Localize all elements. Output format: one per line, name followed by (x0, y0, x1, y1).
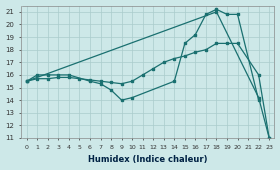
X-axis label: Humidex (Indice chaleur): Humidex (Indice chaleur) (88, 155, 208, 164)
